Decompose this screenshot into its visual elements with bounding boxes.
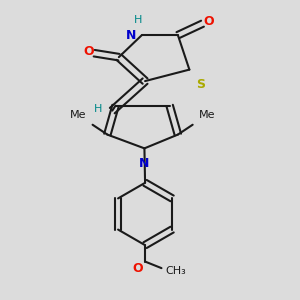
Text: O: O — [83, 45, 94, 58]
Text: Me: Me — [70, 110, 86, 120]
Text: N: N — [139, 157, 150, 169]
Text: CH₃: CH₃ — [166, 266, 187, 276]
Text: N: N — [125, 28, 136, 42]
Text: Me: Me — [199, 110, 216, 120]
Text: H: H — [93, 104, 102, 114]
Text: O: O — [133, 262, 143, 275]
Text: S: S — [196, 78, 205, 91]
Text: H: H — [134, 15, 143, 25]
Text: O: O — [203, 14, 214, 28]
